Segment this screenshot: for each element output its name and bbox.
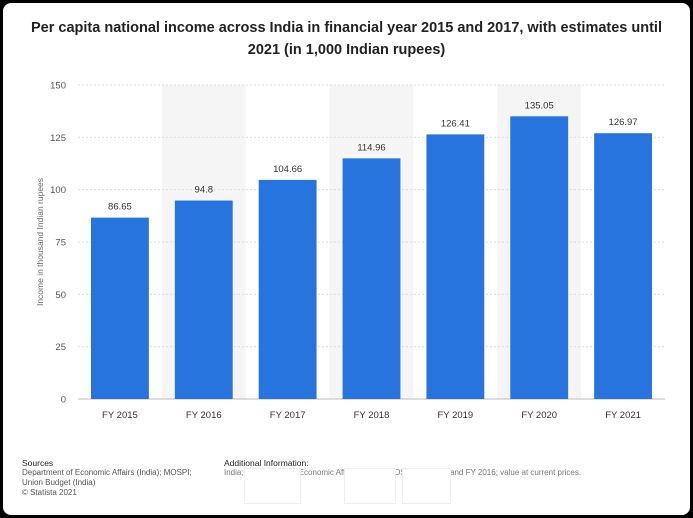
data-label: 94.8 bbox=[195, 185, 214, 196]
bar bbox=[594, 133, 653, 399]
thumbnail-chart[interactable] bbox=[344, 468, 396, 504]
bar-chart: 0 25 50 75 100 125 150 Income in thousand India… bbox=[35, 81, 665, 421]
additional-info-heading: Additional Information: bbox=[224, 458, 309, 468]
sources-line: Department of Economic Affairs (India); … bbox=[22, 468, 192, 477]
y-tick-label: 100 bbox=[50, 185, 66, 196]
chart-card: Per capita national income across India … bbox=[3, 3, 690, 515]
y-tick-label: 0 bbox=[61, 395, 66, 406]
thumbnail-chart[interactable] bbox=[244, 468, 301, 504]
sources-line: Union Budget (India) bbox=[22, 478, 96, 487]
y-tick-label: 75 bbox=[55, 238, 66, 249]
x-tick-label: FY 2016 bbox=[186, 410, 222, 421]
bar bbox=[510, 116, 569, 399]
data-label: 104.66 bbox=[273, 164, 302, 175]
y-tick-label: 125 bbox=[50, 133, 66, 144]
y-tick-label: 25 bbox=[55, 342, 66, 353]
data-label: 126.97 bbox=[609, 117, 638, 128]
x-tick-label: FY 2019 bbox=[437, 410, 473, 421]
x-tick-label: FY 2015 bbox=[102, 410, 138, 421]
chart-title: Per capita national income across India … bbox=[31, 20, 662, 58]
bar bbox=[342, 158, 401, 399]
bar bbox=[258, 179, 317, 399]
data-label: 114.96 bbox=[357, 142, 385, 153]
x-tick-label: FY 2020 bbox=[521, 410, 557, 421]
thumbnail-chart[interactable] bbox=[402, 468, 451, 504]
x-tick-label: FY 2018 bbox=[354, 410, 390, 421]
y-axis-title: Income in thousand Indian rupees bbox=[35, 178, 45, 306]
sources-heading: Sources bbox=[22, 458, 54, 468]
x-tick-label: FY 2017 bbox=[270, 410, 306, 421]
bar bbox=[174, 200, 233, 399]
related-chart-thumbnails[interactable] bbox=[244, 468, 451, 504]
bar bbox=[90, 217, 149, 399]
data-label: 86.65 bbox=[108, 202, 132, 213]
bar bbox=[426, 134, 485, 400]
copyright-text: © Statista 2021 bbox=[22, 488, 77, 497]
x-tick-label: FY 2021 bbox=[605, 410, 641, 421]
sources-block: Sources Department of Economic Affairs (… bbox=[22, 458, 212, 498]
y-tick-label: 150 bbox=[50, 81, 66, 92]
y-tick-label: 50 bbox=[55, 290, 66, 301]
data-label: 135.05 bbox=[525, 100, 554, 111]
data-label: 126.41 bbox=[441, 118, 470, 129]
